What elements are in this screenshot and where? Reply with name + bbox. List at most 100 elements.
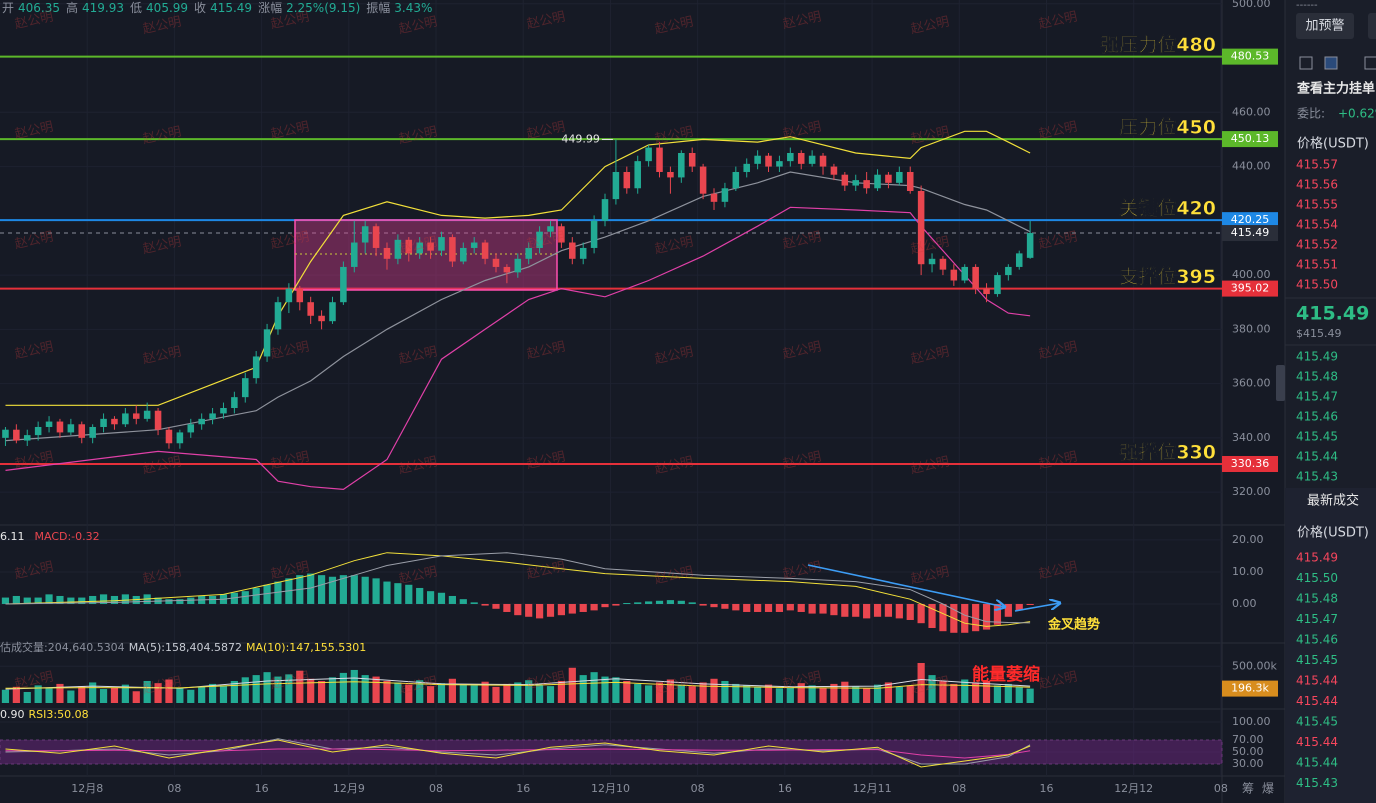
candle-body <box>678 153 685 178</box>
y-tick-label: 100.00 <box>1232 715 1271 728</box>
macd-bar <box>492 603 500 609</box>
volume-bar <box>121 684 129 703</box>
volume-bar <box>503 683 511 703</box>
volume-bar <box>383 680 391 703</box>
candle-body <box>885 174 892 183</box>
candle-body <box>220 408 227 414</box>
volume-bar <box>1004 683 1012 703</box>
volume-bar <box>579 675 587 703</box>
candle-body <box>427 242 434 251</box>
volume-bar <box>819 687 827 703</box>
macd-bar <box>852 603 860 617</box>
macd-bar <box>536 603 544 619</box>
ask-price: 415.55 <box>1296 198 1338 212</box>
macd-bar <box>732 603 740 611</box>
volume-bar <box>961 679 969 703</box>
volume-bar <box>165 679 173 703</box>
y-tick-label: 0.00 <box>1232 597 1257 610</box>
header-item: 开 <box>2 1 14 15</box>
volume-bar <box>852 686 860 703</box>
macd-bar <box>863 603 871 619</box>
macd-bar <box>830 603 838 616</box>
header-item: 415.49 <box>210 1 252 15</box>
level-tag-label: 480.53 <box>1231 50 1270 63</box>
y-tick-label: 20.00 <box>1232 533 1264 546</box>
macd-bar <box>590 603 598 611</box>
candle-body <box>797 153 805 164</box>
macd-bar <box>808 603 816 614</box>
macd-bar <box>917 603 925 624</box>
x-tick-label: 12月12 <box>1114 782 1153 795</box>
ask-price: 415.57 <box>1296 158 1338 172</box>
macd-bar <box>394 583 402 604</box>
sidebar-text: $415.49 <box>1296 327 1342 340</box>
candle-body <box>972 266 979 289</box>
candle-body <box>231 397 238 408</box>
candle-body <box>372 226 380 248</box>
last-price: 415.49 <box>1296 303 1369 325</box>
volume-bar <box>143 680 151 703</box>
candle-body <box>721 188 729 202</box>
candle-body <box>361 226 369 243</box>
volume-bar <box>568 667 576 703</box>
depth-mode-icon[interactable] <box>1364 56 1376 70</box>
volume-bar <box>328 677 337 703</box>
depth-mode-icon[interactable] <box>1299 56 1313 70</box>
volume-bar <box>12 686 20 703</box>
macd-bar <box>754 603 762 612</box>
candle-body <box>928 258 936 265</box>
sidebar-text: 委比: <box>1297 107 1325 121</box>
volume-header: 估成交量:204,640.5304 MA(5):158,404.5872 MA(10… <box>0 640 366 654</box>
volume-bar <box>917 662 925 703</box>
macd-bar <box>274 581 282 604</box>
macd-bar <box>623 603 631 605</box>
candle-body <box>590 220 598 248</box>
candle-body <box>569 242 576 259</box>
macd-bar <box>677 600 685 604</box>
volume-bar <box>56 683 64 703</box>
volume-bar <box>78 686 86 703</box>
volume-bar <box>623 680 631 703</box>
candle-body <box>89 426 96 438</box>
candle-body <box>1015 253 1023 267</box>
trend-arrow <box>1014 603 1060 612</box>
volume-bar <box>1 689 10 703</box>
x-tick-label: 08 <box>167 782 181 795</box>
header-item: 406.35 <box>18 1 60 15</box>
macd-bar <box>110 595 119 604</box>
alert-button[interactable] <box>1296 13 1354 39</box>
volume-bar <box>786 686 794 703</box>
trades-bg <box>1285 488 1376 803</box>
macd-bar <box>514 603 522 616</box>
volume-bar <box>710 678 718 703</box>
ask-price: 415.52 <box>1296 238 1338 252</box>
macd-header: 6.11 MACD:-0.32 <box>0 530 100 543</box>
candle-body <box>819 155 827 167</box>
candle-body <box>906 171 914 191</box>
trade-price: 415.46 <box>1296 633 1338 647</box>
candle-body <box>111 418 118 425</box>
volume-bar <box>906 685 914 703</box>
candle-body <box>776 161 783 167</box>
axis-icon: 爆 <box>1262 782 1274 796</box>
candle-body <box>634 161 641 189</box>
bid-price: 415.46 <box>1296 410 1338 424</box>
trade-price: 415.44 <box>1296 674 1338 688</box>
macd-bar <box>906 603 914 620</box>
candle-body <box>983 288 990 295</box>
depth-mode-icon[interactable] <box>1324 56 1338 70</box>
macd-bar <box>764 603 773 612</box>
candle-body <box>667 171 674 178</box>
candle-body <box>438 237 445 251</box>
volume-bar <box>797 683 805 703</box>
volume-bar <box>1026 688 1034 703</box>
macd-bar <box>645 601 653 604</box>
y-tick-label: 320.00 <box>1232 485 1271 498</box>
collapse-handle[interactable] <box>1276 365 1285 401</box>
candle-body <box>754 155 761 164</box>
candle-body <box>416 242 423 254</box>
button-partial[interactable] <box>1368 13 1376 39</box>
volume-bar <box>982 680 991 703</box>
candle-body <box>285 288 293 303</box>
volume-bar <box>372 676 380 703</box>
